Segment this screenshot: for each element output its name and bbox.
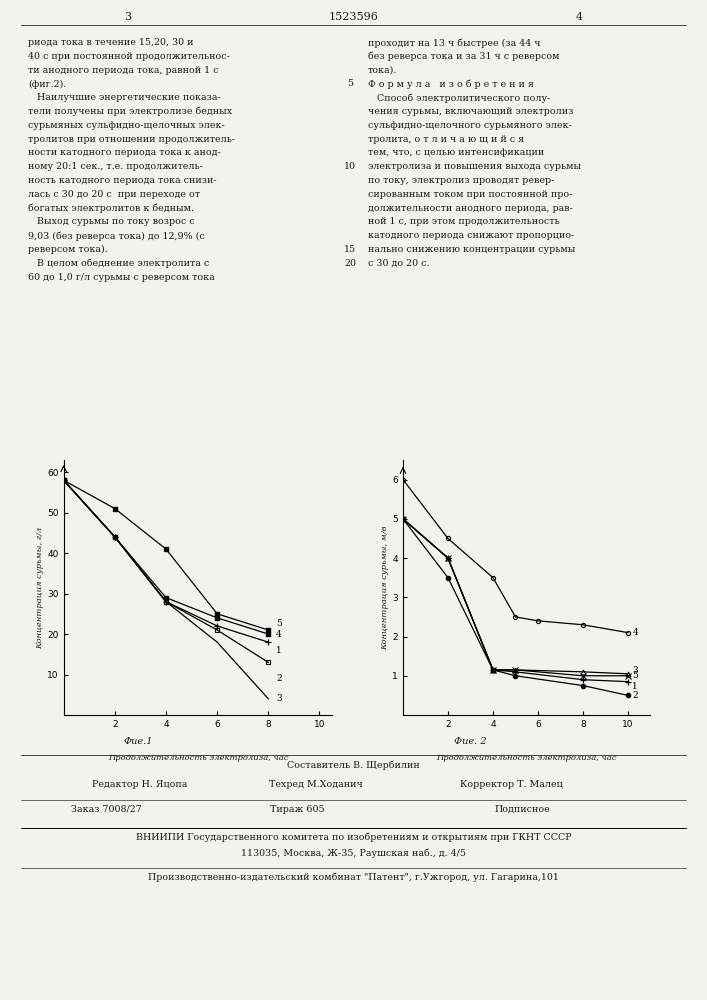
Y-axis label: Концентрация сурьмы, г/л: Концентрация сурьмы, г/л: [37, 526, 45, 649]
Text: чения сурьмы, включающий электролиз: чения сурьмы, включающий электролиз: [368, 107, 573, 116]
Text: 2: 2: [633, 691, 638, 700]
Text: катодного периода снижают пропорцио-: катодного периода снижают пропорцио-: [368, 231, 574, 240]
Text: богатых электролитов к бедным.: богатых электролитов к бедным.: [28, 204, 194, 213]
Text: 4: 4: [633, 628, 638, 637]
Text: Выход сурьмы по току возрос с: Выход сурьмы по току возрос с: [28, 217, 195, 226]
Text: риода тока в течение 15,20, 30 и: риода тока в течение 15,20, 30 и: [28, 38, 194, 47]
Text: нально снижению концентрации сурьмы: нально снижению концентрации сурьмы: [368, 245, 575, 254]
Text: 1: 1: [276, 646, 282, 655]
Text: Подписное: Подписное: [495, 805, 551, 814]
Text: сурьмяных сульфидно-щелочных элек-: сурьмяных сульфидно-щелочных элек-: [28, 121, 225, 130]
Text: 5: 5: [276, 619, 282, 628]
Text: 15: 15: [344, 245, 356, 254]
Text: 40 с при постоянной продолжительнос-: 40 с при постоянной продолжительнос-: [28, 52, 230, 61]
Text: ти анодного периода тока, равной 1 с: ти анодного периода тока, равной 1 с: [28, 66, 218, 75]
Text: проходит на 13 ч быстрее (за 44 ч: проходит на 13 ч быстрее (за 44 ч: [368, 38, 540, 47]
Text: по току, электролиз проводят ревер-: по току, электролиз проводят ревер-: [368, 176, 554, 185]
Text: Фие. 2: Фие. 2: [454, 737, 486, 746]
Text: тролита, о т л и ч а ю щ и й с я: тролита, о т л и ч а ю щ и й с я: [368, 135, 524, 144]
Text: Фие.1: Фие.1: [123, 737, 153, 746]
Text: В целом обеднение электролита с: В целом обеднение электролита с: [28, 259, 209, 268]
Text: Корректор Т. Малец: Корректор Т. Малец: [460, 780, 562, 789]
Text: ВНИИПИ Государственного комитета по изобретениям и открытиям при ГКНТ СССР: ВНИИПИ Государственного комитета по изоб…: [136, 833, 571, 842]
Text: (фиг.2).: (фиг.2).: [28, 79, 66, 89]
X-axis label: Продолжительность электролиза, час: Продолжительность электролиза, час: [107, 754, 288, 762]
Text: 4: 4: [276, 630, 282, 639]
X-axis label: Продолжительность электролиза, час: Продолжительность электролиза, час: [436, 754, 617, 762]
Text: лась с 30 до 20 с  при переходе от: лась с 30 до 20 с при переходе от: [28, 190, 200, 199]
Text: должительности анодного периода, рав-: должительности анодного периода, рав-: [368, 204, 573, 213]
Text: Техред М.Ходанич: Техред М.Ходанич: [269, 780, 363, 789]
Text: ному 20:1 сек., т.е. продолжитель-: ному 20:1 сек., т.е. продолжитель-: [28, 162, 203, 171]
Text: без реверса тока и за 31 ч с реверсом: без реверса тока и за 31 ч с реверсом: [368, 52, 559, 61]
Text: ной 1 с, при этом продолжительность: ной 1 с, при этом продолжительность: [368, 217, 559, 226]
Text: ность катодного периода тока снизи-: ность катодного периода тока снизи-: [28, 176, 217, 185]
Text: Тираж 605: Тираж 605: [269, 805, 325, 814]
Text: тролитов при отношении продолжитель-: тролитов при отношении продолжитель-: [28, 135, 235, 144]
Text: тем, что, с целью интенсификации: тем, что, с целью интенсификации: [368, 148, 544, 157]
Text: 3: 3: [124, 12, 131, 22]
Text: 3: 3: [276, 694, 281, 703]
Text: 1523596: 1523596: [329, 12, 378, 22]
Text: Производственно-издательский комбинат "Патент", г.Ужгород, ул. Гагарина,101: Производственно-издательский комбинат "П…: [148, 873, 559, 882]
Text: 1: 1: [633, 682, 638, 691]
Text: 10: 10: [344, 162, 356, 171]
Text: Способ электролитического полу-: Способ электролитического полу-: [368, 93, 550, 103]
Text: 4: 4: [576, 12, 583, 22]
Text: 20: 20: [344, 259, 356, 268]
Text: Составитель В. Щербилин: Составитель В. Щербилин: [287, 760, 420, 770]
Text: электролиза и повышения выхода сурьмы: электролиза и повышения выхода сурьмы: [368, 162, 580, 171]
Text: ности катодного периода тока к анод-: ности катодного периода тока к анод-: [28, 148, 221, 157]
Y-axis label: Концентрация сурьмы, м/в: Концентрация сурьмы, м/в: [382, 525, 390, 650]
Text: 5: 5: [633, 671, 638, 680]
Text: Редактор Н. Яцопа: Редактор Н. Яцопа: [92, 780, 187, 789]
Text: 3: 3: [633, 666, 638, 675]
Text: 2: 2: [276, 674, 281, 683]
Text: 60 до 1,0 г/л сурьмы с реверсом тока: 60 до 1,0 г/л сурьмы с реверсом тока: [28, 273, 215, 282]
Text: тока).: тока).: [368, 66, 397, 75]
Text: Заказ 7008/27: Заказ 7008/27: [71, 805, 141, 814]
Text: с 30 до 20 с.: с 30 до 20 с.: [368, 259, 429, 268]
Text: 113035, Москва, Ж-35, Раушская наб., д. 4/5: 113035, Москва, Ж-35, Раушская наб., д. …: [241, 848, 466, 857]
Text: 9,03 (без реверса тока) до 12,9% (с: 9,03 (без реверса тока) до 12,9% (с: [28, 231, 205, 241]
Text: сированным током при постоянной про-: сированным током при постоянной про-: [368, 190, 572, 199]
Text: реверсом тока).: реверсом тока).: [28, 245, 108, 254]
Text: тели получены при электролизе бедных: тели получены при электролизе бедных: [28, 107, 233, 116]
Text: сульфидно-щелочного сурьмяного элек-: сульфидно-щелочного сурьмяного элек-: [368, 121, 571, 130]
Text: Ф о р м у л а   и з о б р е т е н и я: Ф о р м у л а и з о б р е т е н и я: [368, 79, 534, 89]
Text: Наилучшие энергетические показа-: Наилучшие энергетические показа-: [28, 93, 221, 102]
Text: 5: 5: [347, 79, 353, 88]
